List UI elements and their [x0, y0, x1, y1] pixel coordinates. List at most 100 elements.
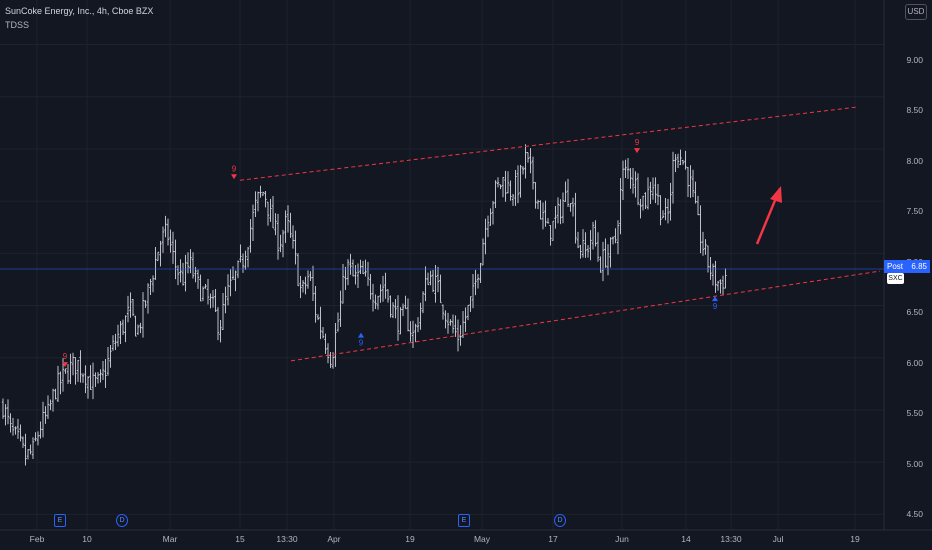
ohlc-bar	[224, 286, 227, 314]
ohlc-bar	[169, 229, 172, 253]
ohlc-bar	[269, 198, 272, 222]
ohlc-bar	[409, 321, 412, 342]
ohlc-bar	[399, 307, 402, 335]
ohlc-bar	[494, 180, 497, 209]
ohlc-bar	[181, 262, 185, 286]
ohlc-bar	[431, 269, 435, 293]
ohlc-bar	[61, 358, 65, 392]
ohlc-bar	[371, 283, 375, 312]
ohlc-bar	[126, 295, 130, 323]
ohlc-bar	[74, 357, 77, 385]
currency-button[interactable]: USD	[905, 4, 927, 20]
ohlc-bar	[569, 203, 572, 212]
ohlc-bar	[436, 266, 440, 293]
price-tick-label: 8.00	[906, 156, 923, 166]
ohlc-bar	[16, 418, 20, 439]
ohlc-bar	[584, 232, 587, 258]
ohlc-bar	[704, 239, 707, 255]
ohlc-bar	[114, 333, 117, 350]
dividend-event-icon[interactable]: D	[554, 514, 566, 527]
td-count-label: 9	[232, 164, 237, 173]
ohlc-bar	[219, 319, 222, 343]
ohlc-bar	[186, 252, 190, 274]
channel-upper-line[interactable]	[239, 106, 857, 181]
ohlc-bar	[374, 294, 377, 309]
ohlc-bar	[299, 275, 302, 299]
ohlc-bar	[44, 406, 47, 424]
ohlc-bar	[24, 433, 27, 466]
ohlc-bar	[481, 238, 485, 266]
ohlc-bar	[14, 426, 17, 435]
ohlc-bar	[429, 270, 432, 286]
ohlc-bar	[421, 291, 425, 314]
trend-arrow[interactable]	[755, 186, 782, 245]
ohlc-bar	[549, 224, 552, 246]
ohlc-bar	[714, 260, 717, 293]
ohlc-bar	[11, 417, 15, 436]
ohlc-bar	[196, 269, 200, 289]
ohlc-bar	[4, 404, 7, 426]
price-tick-label: 6.00	[906, 358, 923, 368]
td-buy-marker: 9	[358, 332, 364, 348]
time-tick-label: Mar	[162, 534, 178, 544]
ohlc-bar	[246, 247, 250, 268]
ohlc-bar	[381, 275, 385, 302]
td-sell-marker: 9	[231, 164, 237, 180]
dividend-event-icon[interactable]: D	[116, 514, 128, 527]
ohlc-bar	[426, 272, 430, 286]
ohlc-bar	[66, 364, 70, 384]
time-tick-label: Feb	[29, 534, 45, 544]
ohlc-bar	[519, 164, 522, 198]
ohlc-bar	[406, 298, 410, 332]
ohlc-bar	[444, 310, 447, 329]
ohlc-bar	[541, 202, 545, 230]
ohlc-bar	[71, 352, 75, 376]
ohlc-bar	[484, 218, 487, 255]
ohlc-bar	[474, 269, 477, 296]
channel-lower-line[interactable]	[290, 270, 881, 362]
post-price-value: 6.85	[911, 262, 927, 271]
ohlc-bar	[64, 368, 67, 374]
ohlc-bar	[699, 205, 702, 254]
ohlc-bar	[164, 215, 167, 238]
ohlc-bar	[451, 314, 455, 334]
ohlc-bar	[144, 300, 147, 308]
time-tick-label: 13:30	[276, 534, 298, 544]
ohlc-bar	[256, 191, 260, 212]
chart-title: SunCoke Energy, Inc., 4h, Cboe BZX	[5, 6, 154, 16]
ohlc-bar	[184, 254, 187, 292]
ohlc-bar	[491, 200, 495, 225]
ohlc-bar	[551, 220, 555, 241]
price-tick-label: 4.50	[906, 509, 923, 519]
ohlc-bar	[21, 436, 25, 448]
ohlc-bar	[109, 344, 112, 368]
ohlc-bar	[664, 198, 667, 221]
ohlc-bar	[651, 177, 655, 200]
ohlc-bar	[501, 177, 505, 198]
ohlc-bar	[19, 424, 22, 442]
earnings-event-icon[interactable]: E	[54, 514, 66, 527]
ohlc-bar	[306, 270, 310, 289]
ohlc-bar	[676, 153, 680, 168]
time-tick-label: 17	[548, 534, 558, 544]
price-tick-label: 8.50	[906, 105, 923, 115]
ohlc-bar	[209, 293, 212, 309]
ohlc-bar	[616, 220, 620, 255]
ohlc-bar	[239, 244, 242, 263]
ohlc-bar	[564, 181, 567, 202]
earnings-event-icon[interactable]: E	[458, 514, 470, 527]
ohlc-bar	[724, 268, 727, 289]
indicator-label[interactable]: TDSS	[5, 20, 30, 30]
ohlc-bar	[631, 167, 635, 194]
ohlc-bar	[291, 225, 295, 249]
ohlc-bar	[56, 365, 60, 402]
ohlc-bar	[424, 266, 427, 302]
ohlc-bar	[414, 323, 417, 343]
ohlc-bar	[679, 149, 682, 166]
ohlc-bar	[346, 259, 350, 286]
ohlc-bar	[589, 230, 592, 261]
ohlc-bar	[139, 322, 142, 334]
ohlc-bar	[624, 159, 627, 178]
time-tick-label: 10	[82, 534, 92, 544]
